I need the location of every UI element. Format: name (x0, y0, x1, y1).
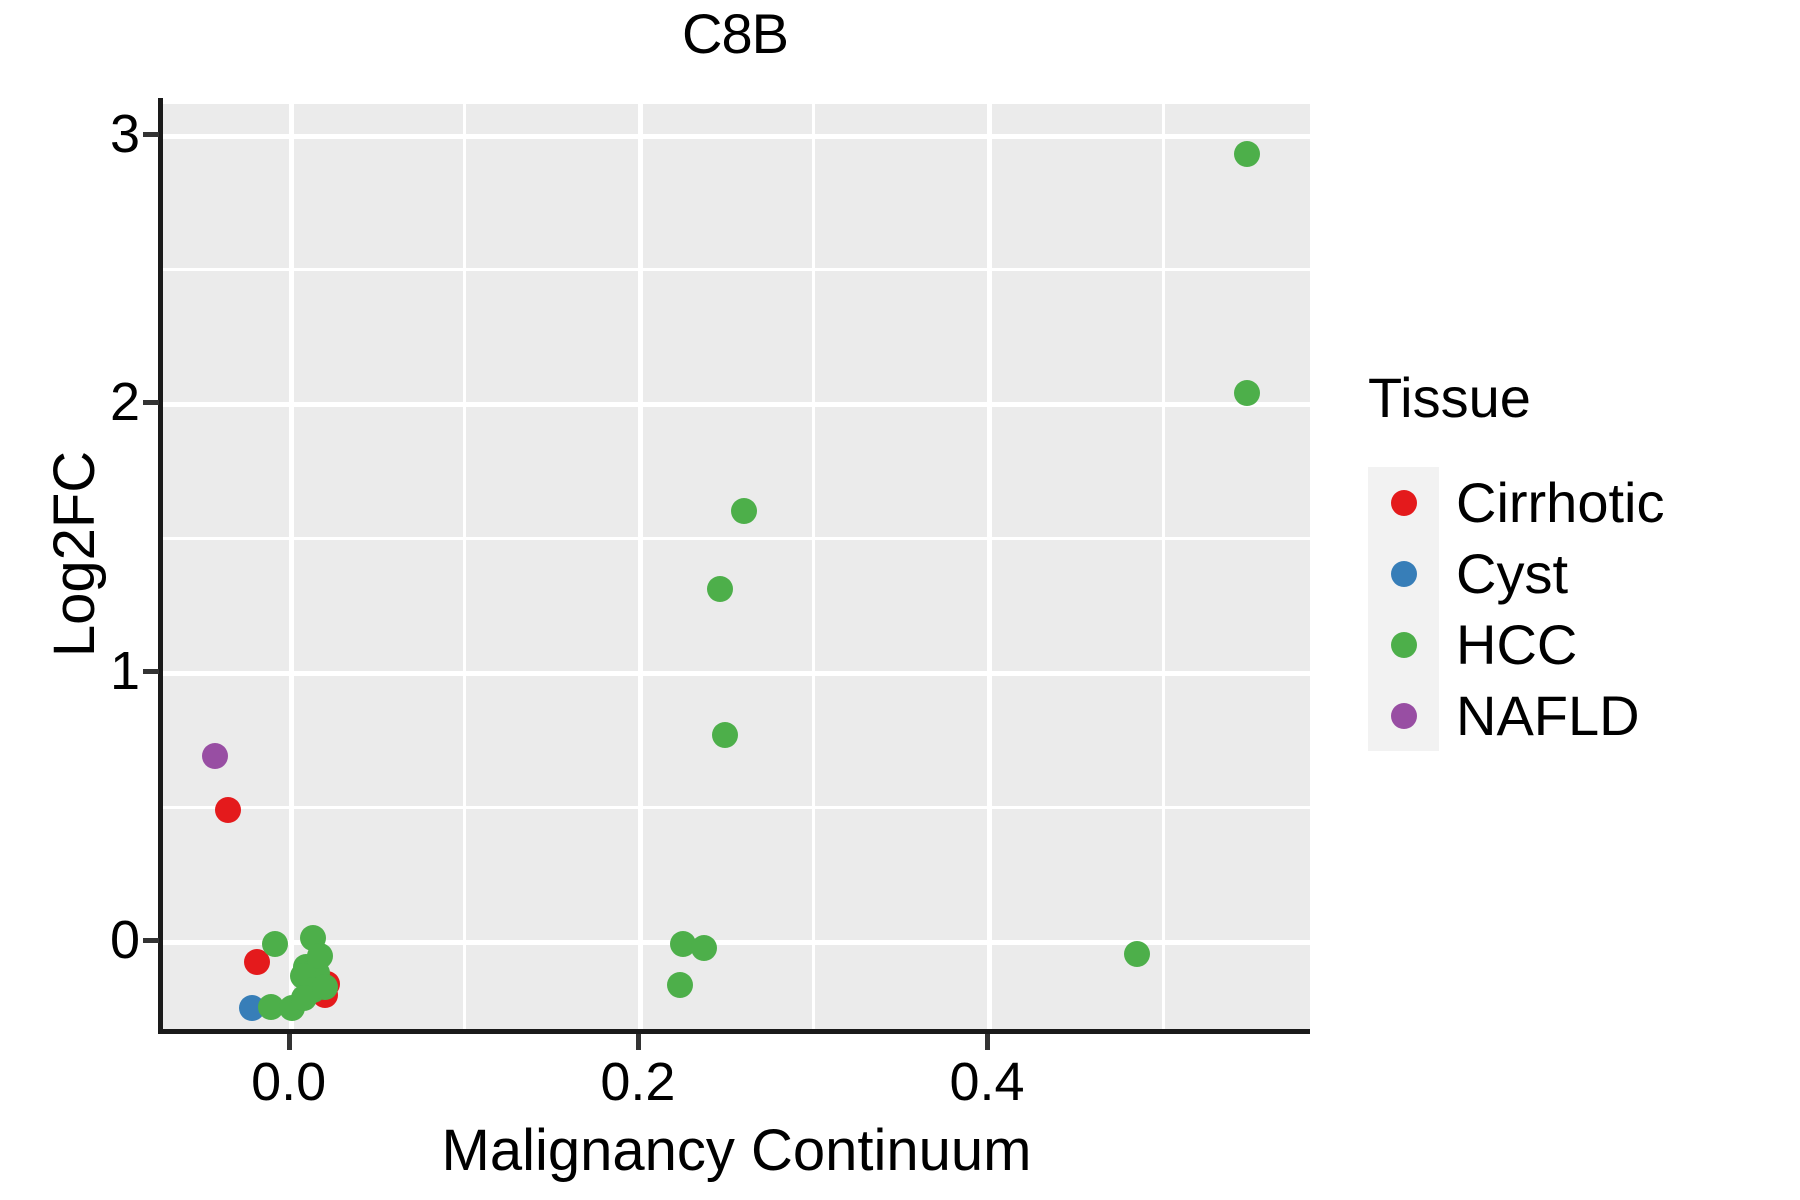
data-point-hcc (691, 935, 718, 962)
legend-item-label: Cirrhotic (1456, 470, 1665, 534)
y-axis-tick (143, 131, 159, 137)
legend-marker-icon (1390, 702, 1417, 729)
x-axis-tick (985, 1034, 991, 1050)
gridline (163, 268, 1310, 272)
y-axis-tick-label: 3 (109, 103, 140, 164)
legend-marker-icon (1390, 489, 1417, 516)
x-axis-tick (286, 1034, 292, 1050)
gridline (163, 133, 1310, 139)
y-axis-tick (143, 669, 159, 675)
x-axis-tick-label: 0.2 (600, 1052, 676, 1112)
data-point-cirrhotic (214, 796, 241, 823)
legend-item-label: NAFLD (1456, 683, 1640, 747)
y-axis-tick (143, 938, 159, 944)
data-point-hcc (307, 943, 334, 970)
legend-key-swatch (1368, 609, 1439, 680)
gridline (812, 104, 816, 1029)
y-axis-tick-label: 0 (109, 910, 140, 971)
x-axis-line (158, 1029, 1310, 1034)
gridline (987, 104, 993, 1029)
data-point-hcc (731, 498, 758, 525)
plot-panel (163, 104, 1310, 1029)
x-axis-tick-label: 0.4 (949, 1052, 1025, 1112)
data-point-hcc (666, 972, 693, 999)
y-axis-line (158, 98, 163, 1034)
gridline (163, 671, 1310, 677)
data-point-hcc (706, 576, 733, 603)
gridline (1161, 104, 1165, 1029)
gridline (163, 940, 1310, 946)
legend-key-swatch (1368, 467, 1439, 538)
legend-key-swatch (1368, 538, 1439, 609)
y-axis-title: Log2FC (42, 450, 107, 658)
gridline (163, 536, 1310, 540)
gridline (288, 104, 294, 1029)
data-point-nafld (202, 743, 229, 770)
legend-title: Tissue (1368, 366, 1531, 429)
gridline (163, 805, 1310, 809)
data-point-hcc (1124, 940, 1151, 967)
legend-marker-icon (1390, 631, 1417, 658)
legend-item-label: HCC (1456, 612, 1578, 676)
gridline (163, 402, 1310, 408)
x-axis-tick-label: 0.0 (251, 1052, 327, 1112)
gridline (463, 104, 467, 1029)
data-point-hcc (712, 721, 739, 748)
data-point-hcc (1234, 380, 1261, 407)
y-axis-tick (143, 400, 159, 406)
legend-marker-icon (1390, 560, 1417, 587)
data-point-hcc (1234, 140, 1261, 167)
y-axis-tick-label: 2 (109, 372, 140, 433)
legend-item-label: Cyst (1456, 541, 1568, 605)
gridline (637, 104, 643, 1029)
x-axis-tick (635, 1034, 641, 1050)
y-axis-tick-label: 1 (109, 641, 140, 702)
page-title: C8B (682, 2, 789, 65)
data-point-hcc (261, 930, 288, 957)
data-point-hcc (312, 973, 339, 1000)
legend-key-swatch (1368, 680, 1439, 751)
x-axis-title: Malignancy Continuum (441, 1118, 1032, 1183)
